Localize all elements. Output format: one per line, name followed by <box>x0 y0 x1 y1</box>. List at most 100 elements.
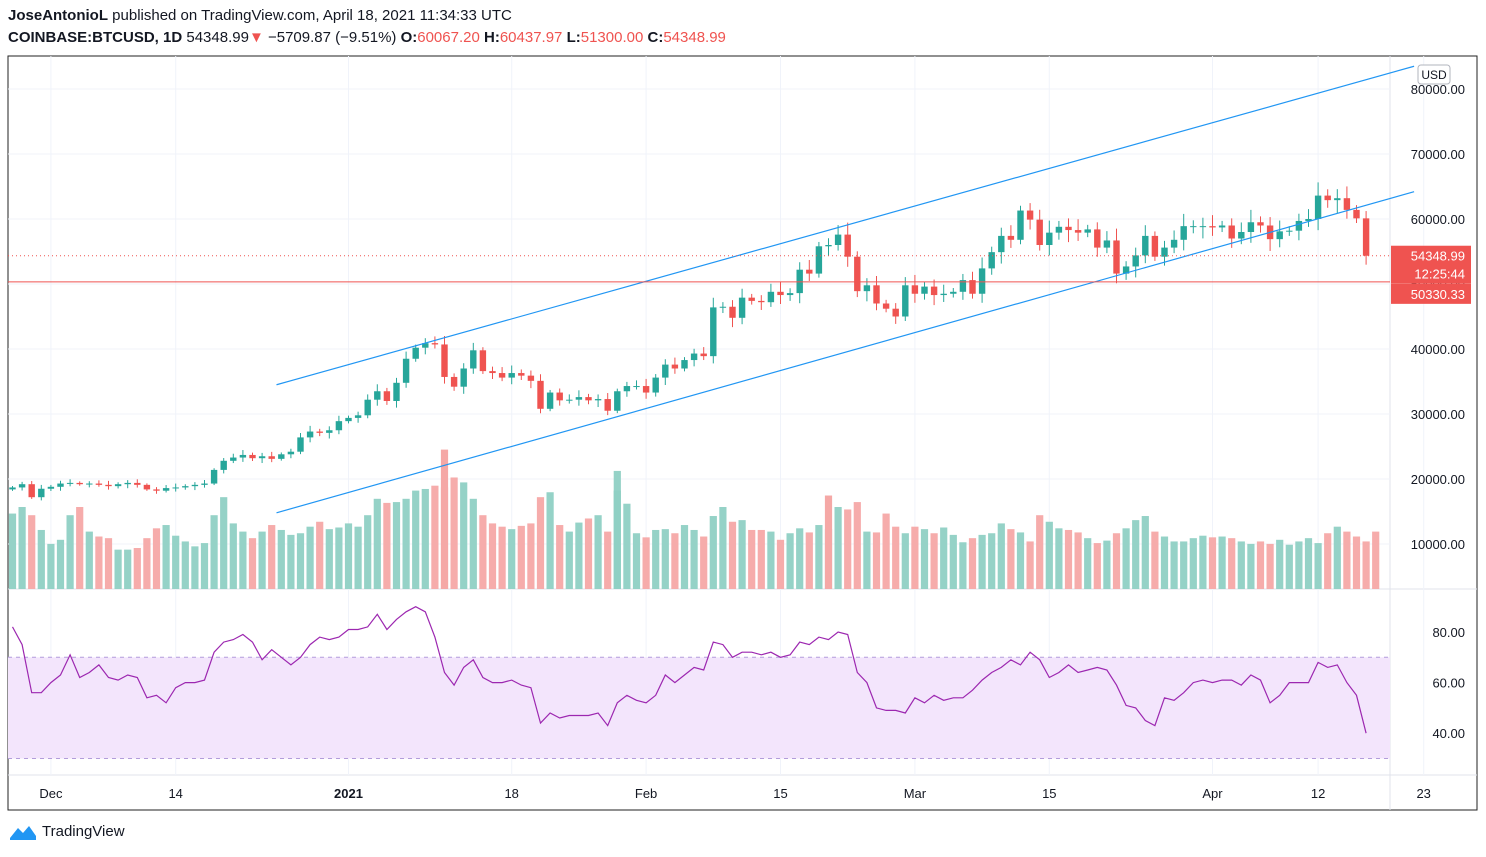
volume-bar <box>594 515 602 589</box>
price-tick-label: 60000.00 <box>1411 212 1465 227</box>
volume-bar <box>815 525 823 589</box>
volume-bar <box>354 526 362 589</box>
candle-body <box>738 297 746 318</box>
volume-bar <box>8 513 17 589</box>
candle-body <box>508 373 515 378</box>
candle-body <box>998 235 1005 253</box>
volume-bar <box>1352 536 1361 589</box>
volume-bar <box>143 538 151 589</box>
symbol-label: COINBASE:BTCUSD, 1D <box>8 29 183 46</box>
volume-bar <box>1228 538 1236 589</box>
volume-bar <box>546 492 554 589</box>
candle-body <box>700 353 707 357</box>
volume-bar <box>1314 543 1322 589</box>
candle-body <box>1353 209 1360 219</box>
candle-body <box>556 392 563 401</box>
candle-body <box>47 486 55 489</box>
candle-body <box>671 364 679 369</box>
volume-bar <box>824 495 833 589</box>
volume-bar <box>287 534 295 589</box>
volume-bar <box>748 529 756 589</box>
volume-bar <box>1007 529 1015 589</box>
candle-body <box>383 391 391 401</box>
volume-bar <box>229 523 237 589</box>
volume-bar <box>85 531 93 589</box>
author-name[interactable]: JoseAntonioL <box>8 7 108 24</box>
high-value: 60437.97 <box>499 29 563 46</box>
tradingview-brand: TradingView <box>42 823 125 840</box>
volume-bar <box>268 525 276 589</box>
currency-box <box>1417 64 1451 85</box>
candle-body <box>412 347 419 359</box>
volume-bar <box>220 497 228 589</box>
volume-bar <box>527 523 535 589</box>
candle-body <box>940 293 947 296</box>
volume-bar <box>306 526 314 589</box>
candle-body <box>1036 219 1043 245</box>
volume-bar <box>104 538 113 589</box>
volume-bar <box>239 531 247 589</box>
volume-bar <box>440 449 449 589</box>
volume-bar <box>498 526 506 589</box>
candle-body <box>1180 226 1187 240</box>
candle-body <box>988 252 995 269</box>
time-tick-label: 15 <box>1042 786 1056 801</box>
candle-body <box>1074 230 1082 233</box>
support-badge <box>1391 283 1471 304</box>
candle-body <box>585 397 592 401</box>
candle-body <box>854 256 861 292</box>
publish-info: JoseAntonioL published on TradingView.co… <box>8 7 512 24</box>
volume-bar <box>114 549 122 589</box>
time-tick-label: 23 <box>1416 786 1430 801</box>
candle-body <box>902 285 909 317</box>
candle-body <box>1190 226 1197 228</box>
rsi-tick-label: 40.00 <box>1432 726 1465 741</box>
candle-body <box>278 454 285 459</box>
candle-body <box>1007 235 1015 240</box>
candle-body <box>719 306 727 308</box>
volume-bar <box>76 507 84 589</box>
rsi-band <box>8 657 1390 759</box>
candle-body <box>114 484 122 487</box>
candle-body <box>105 484 112 487</box>
rsi-tick-label: 60.00 <box>1432 676 1465 691</box>
volume-bar <box>412 490 420 589</box>
volume-bar <box>1141 516 1149 589</box>
candle-body <box>758 300 765 303</box>
volume-bar <box>488 523 497 589</box>
volume-bar <box>575 522 583 589</box>
volume-bar <box>258 531 266 589</box>
candle-body <box>1209 226 1216 228</box>
volume-bar <box>1208 537 1217 589</box>
candle-body <box>882 303 890 309</box>
low-value: 51300.00 <box>580 29 644 46</box>
candle-body <box>1142 235 1149 256</box>
volume-bar <box>1103 540 1111 589</box>
volume-bar <box>248 538 257 589</box>
candle-body <box>306 431 314 438</box>
candle-body <box>652 377 659 393</box>
candle-body <box>345 417 352 422</box>
candle-body <box>1247 222 1255 232</box>
candle-body <box>364 399 371 416</box>
volume-bar <box>978 534 986 589</box>
volume-bar <box>623 503 631 589</box>
volume-bar <box>920 529 929 589</box>
volume-bar <box>373 498 381 589</box>
candle-body <box>470 350 477 369</box>
candle-body <box>969 280 976 294</box>
volume-bar <box>1304 538 1313 589</box>
currency-label: USD <box>1421 68 1447 82</box>
candle-body <box>57 483 64 487</box>
candle-body <box>220 460 227 470</box>
volume-bar <box>1324 533 1332 589</box>
volume-bar <box>1064 529 1073 589</box>
volume-bar <box>37 529 45 589</box>
volume-bar <box>133 548 141 589</box>
volume-bar <box>700 536 708 589</box>
candle-body <box>633 386 640 388</box>
candle-body <box>911 285 919 294</box>
candle-body <box>66 482 74 484</box>
volume-bar <box>18 507 26 589</box>
